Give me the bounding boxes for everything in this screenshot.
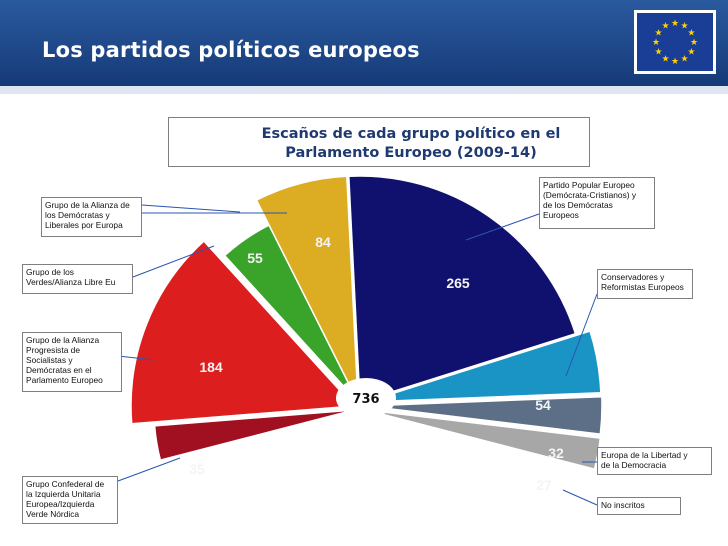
value-label-2: 55 bbox=[247, 250, 263, 266]
value-label-1: 184 bbox=[199, 359, 223, 375]
slice-1 bbox=[130, 240, 356, 425]
eu-star-icon: ★ bbox=[655, 29, 663, 39]
label-verdes: Grupo de los Verdes/Alianza Libre Eu bbox=[22, 264, 133, 294]
label-gue-text: Grupo Confederal de la Izquierda Unitari… bbox=[26, 479, 105, 519]
leader-line-3 bbox=[117, 355, 155, 361]
eu-star-icon: ★ bbox=[680, 54, 688, 64]
label-efd: Europa de la Libertad y de la Democracia bbox=[597, 447, 712, 475]
label-ni: No inscritos bbox=[597, 497, 681, 515]
slice-5 bbox=[365, 330, 602, 403]
slice-0 bbox=[153, 409, 355, 461]
eu-star-icon: ★ bbox=[671, 57, 679, 67]
label-ni-text: No inscritos bbox=[601, 500, 645, 510]
label-sd: Grupo de la Alianza Progresista de Socia… bbox=[22, 332, 122, 392]
eu-star-icon: ★ bbox=[671, 19, 679, 29]
header-bar: Los partidos políticos europeos ★ ★ ★ ★ ★ ★ ★ ★… bbox=[0, 0, 728, 86]
label-ecr-text: Conservadores y Reformistas Europeos bbox=[601, 272, 684, 292]
eu-star-icon: ★ bbox=[661, 22, 669, 32]
slice-4 bbox=[348, 175, 577, 404]
leader-line-6 bbox=[565, 293, 598, 377]
chart-title-box: Escaños de cada grupo político en el Par… bbox=[168, 117, 590, 167]
eu-flag-icon: ★ ★ ★ ★ ★ ★ ★ ★ ★ ★ ★ ★ bbox=[634, 10, 716, 74]
total-seats-label: 736 bbox=[352, 392, 379, 407]
eu-star-icon: ★ bbox=[690, 38, 698, 48]
leader-line-2 bbox=[132, 245, 215, 278]
leader-line-8 bbox=[562, 489, 598, 506]
slice-3 bbox=[255, 175, 359, 403]
page-title: Los partidos políticos europeos bbox=[42, 38, 420, 62]
header-divider bbox=[0, 86, 728, 94]
chart-title-line-2: Parlamento Europeo (2009-14) bbox=[285, 145, 537, 161]
leader-line-5 bbox=[465, 213, 540, 241]
chart-title-line-1: Escaños de cada grupo político en el bbox=[261, 126, 561, 142]
label-ecr: Conservadores y Reformistas Europeos bbox=[597, 269, 693, 299]
leader-line-0 bbox=[141, 204, 241, 213]
value-label-0: 35 bbox=[189, 461, 205, 477]
label-gue: Grupo Confederal de la Izquierda Unitari… bbox=[22, 476, 118, 524]
slice-6 bbox=[365, 395, 603, 435]
eu-star-icon: ★ bbox=[661, 54, 669, 64]
centre-disc bbox=[336, 378, 396, 418]
label-efd-text: Europa de la Libertad y de la Democracia bbox=[601, 450, 688, 470]
value-label-6: 32 bbox=[548, 445, 564, 461]
value-label-4: 265 bbox=[446, 275, 470, 291]
eu-star-icon: ★ bbox=[680, 22, 688, 32]
value-label-5: 54 bbox=[535, 397, 551, 413]
leader-line-4 bbox=[117, 457, 181, 482]
eu-star-icon: ★ bbox=[687, 48, 695, 58]
label-sd-text: Grupo de la Alianza Progresista de Socia… bbox=[26, 335, 103, 385]
eu-star-icon: ★ bbox=[655, 48, 663, 58]
label-verdes-text: Grupo de los Verdes/Alianza Libre Eu bbox=[26, 267, 116, 287]
label-ppe-text: Partido Popular Europeo (Demócrata-Crist… bbox=[543, 180, 637, 220]
eu-star-icon: ★ bbox=[687, 29, 695, 39]
label-alde: Grupo de la Alianza de los Demócratas y … bbox=[41, 197, 142, 237]
label-alde-text: Grupo de la Alianza de los Demócratas y … bbox=[45, 200, 130, 230]
eu-star-icon: ★ bbox=[652, 38, 660, 48]
value-label-3: 84 bbox=[315, 234, 331, 250]
label-ppe: Partido Popular Europeo (Demócrata-Crist… bbox=[539, 177, 655, 229]
value-label-7: 27 bbox=[536, 477, 552, 493]
